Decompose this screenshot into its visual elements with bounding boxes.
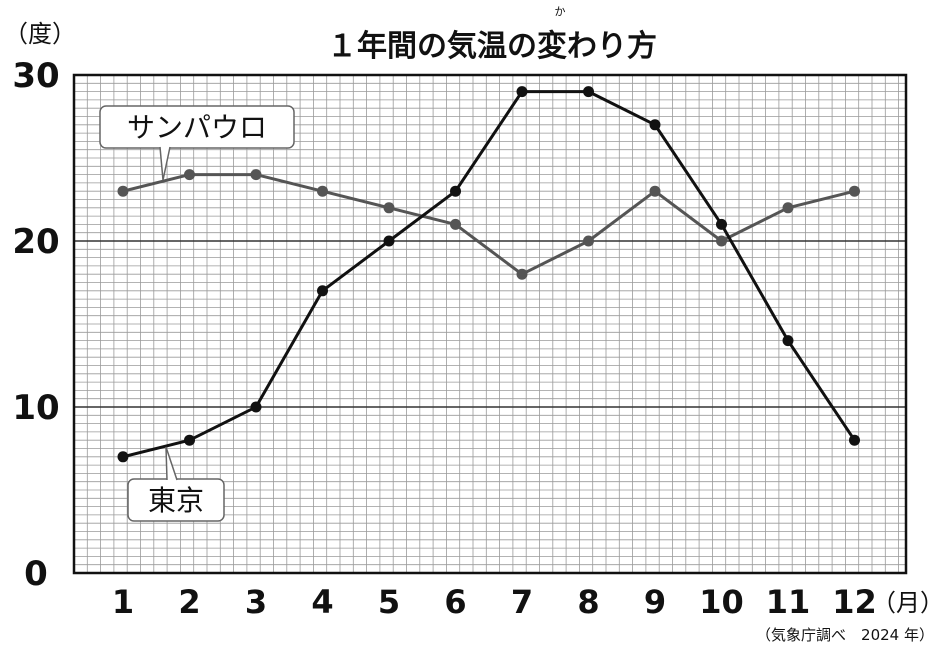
x-tick-label: 8: [577, 583, 599, 621]
data-point: [117, 451, 129, 463]
data-point: [317, 185, 328, 197]
data-point: [450, 218, 461, 230]
legend-pointer: [165, 446, 178, 481]
source-note: （気象庁調べ 2024 年）: [756, 626, 934, 644]
x-tick-label: 10: [699, 583, 744, 621]
series-sao-paulo: [117, 169, 860, 280]
x-tick-label: 1: [112, 583, 134, 621]
legend-label: サンパウロ: [127, 111, 267, 144]
x-tick-label: 4: [311, 583, 333, 621]
data-point: [317, 285, 328, 297]
series-line: [122, 90, 856, 459]
data-point: [849, 185, 860, 197]
data-point: [184, 169, 195, 181]
legend-sao-paulo: サンパウロ: [99, 105, 295, 181]
x-tick-label: 5: [378, 583, 400, 621]
data-point: [583, 86, 594, 98]
x-tick-label: 2: [178, 583, 200, 621]
data-point: [250, 169, 262, 181]
data-point: [450, 185, 461, 197]
data-point: [383, 202, 395, 214]
series-line: [122, 173, 855, 276]
data-point: [849, 434, 860, 446]
data-point: [782, 202, 794, 214]
chart-title: １年間の気温の変わり方: [327, 29, 657, 64]
x-tick-label: 9: [644, 583, 666, 621]
y-axis-ticks: 0 10 20 30: [12, 56, 59, 594]
data-point: [649, 185, 661, 197]
legend-box: [99, 105, 295, 149]
series-tokyo: [117, 86, 860, 463]
x-axis-ticks: 1 2 3 4 5 6 7 8 9 10 11 12: [112, 583, 877, 621]
data-point: [516, 268, 528, 280]
y-tick-label: 30: [12, 56, 59, 96]
x-axis-label: （月）: [872, 589, 938, 617]
data-point: [184, 434, 195, 446]
data-point: [716, 235, 727, 247]
legend-pointer: [159, 146, 171, 181]
y-tick-label: 0: [24, 554, 48, 594]
data-point: [516, 86, 528, 98]
x-tick-label: 3: [245, 583, 267, 621]
y-tick-label: 20: [12, 222, 59, 262]
data-point: [649, 119, 661, 131]
data-point: [250, 401, 262, 413]
plot-border: [72, 73, 908, 575]
data-point: [383, 235, 395, 247]
series-layer: [117, 86, 860, 463]
data-point: [583, 235, 594, 247]
legend-tokyo: 東京: [127, 446, 225, 522]
data-point: [117, 185, 129, 197]
y-axis-label: （度）: [4, 20, 76, 48]
title-furigana: か: [555, 5, 566, 18]
y-tick-label: 10: [12, 388, 59, 428]
x-tick-label: 6: [444, 583, 466, 621]
x-tick-label: 11: [766, 583, 811, 621]
x-tick-label: 12: [832, 583, 877, 621]
data-point: [716, 218, 727, 230]
legend-label: 東京: [148, 484, 204, 517]
x-tick-label: 7: [511, 583, 533, 621]
data-point: [782, 335, 794, 347]
